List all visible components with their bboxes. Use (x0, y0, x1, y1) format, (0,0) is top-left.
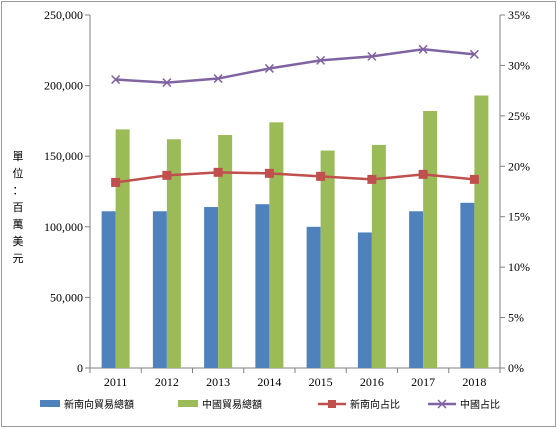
legend-item: 中國貿易總額 (178, 398, 262, 411)
x-tick-label: 2012 (155, 375, 179, 389)
bars (101, 95, 489, 369)
y-right-tick-label: 20% (508, 159, 530, 173)
point-xinnanxiang-share (367, 174, 377, 184)
point-x-stroke (162, 78, 172, 88)
bar-china (218, 135, 233, 368)
y-axis-label-char: 元 (13, 253, 24, 265)
x-tick-label: 2014 (257, 375, 281, 389)
bar-xinnanxiang (152, 211, 167, 368)
x-tick-label: 2017 (411, 375, 435, 389)
x-tick-label: 2011 (104, 375, 128, 389)
point-china-share (469, 49, 479, 59)
line-xinnanxiang-share (115, 171, 475, 184)
bar-china (269, 122, 284, 368)
bar-xinnanxiang (460, 202, 475, 368)
lines (111, 44, 479, 187)
legend-item: 中國占比 (428, 398, 500, 411)
y-left-tick-label: 150,000 (44, 149, 83, 163)
y-axis-label-char: 美 (13, 235, 24, 248)
point-china-share (162, 78, 172, 88)
y-right-tick-label: 35% (508, 8, 530, 22)
point-xinnanxiang-share (264, 168, 274, 178)
point-xinnanxiang-share (316, 171, 326, 181)
bar-china (166, 139, 181, 368)
y-axis-label-char: 百 (13, 202, 24, 214)
x-tick-label: 2018 (462, 375, 486, 389)
y-left-tick-label: 0 (77, 361, 83, 375)
legend-label: 中國貿易總額 (202, 398, 262, 411)
y-axis-label-char: 單 (13, 150, 24, 163)
x-ticks: 2011 2012 2013 2014 2015 2016 2017 2018 (89, 368, 501, 389)
legend-marker (328, 400, 336, 408)
legend-label: 新南向占比 (350, 398, 400, 411)
bar-xinnanxiang (306, 226, 321, 368)
point-x-stroke (418, 44, 428, 54)
y-axis-label-char: 萬 (13, 218, 24, 231)
y-right-tick-label: 0% (508, 361, 524, 375)
point-china-share (111, 75, 121, 85)
point-xinnanxiang-share (469, 174, 479, 184)
point-x-stroke (367, 51, 377, 61)
legend-swatch (40, 400, 60, 407)
bar-xinnanxiang (204, 207, 219, 368)
point-x-stroke (469, 49, 479, 59)
x-tick-label: 2013 (206, 375, 230, 389)
y-right-tick-label: 30% (508, 58, 530, 72)
bar-china (474, 95, 489, 368)
y-left-tick-label: 50,000 (50, 290, 83, 304)
y-left-tick-label: 200,000 (44, 79, 83, 93)
y-left-tick-label: 250,000 (44, 8, 83, 22)
point-xinnanxiang-share (213, 167, 223, 177)
y-right-tick-label: 15% (508, 210, 530, 224)
axes (89, 15, 501, 369)
bar-china (320, 150, 335, 368)
x-tick-label: 2015 (309, 375, 333, 389)
y-right-ticks: 0% 5% 10% 15% 20% 25% 30% 35% (500, 8, 530, 375)
y-left-ticks: 0 50,000 100,000 150,000 200,000 250,000 (44, 8, 90, 375)
y-left-tick-label: 100,000 (44, 220, 83, 234)
point-china-share (418, 44, 428, 54)
legend-label: 新南向貿易總額 (64, 398, 134, 411)
y-right-tick-label: 5% (508, 311, 524, 325)
line-china-share (115, 48, 475, 84)
legend: 新南向貿易總額 中國貿易總額 新南向占比 中國占比 (40, 398, 500, 411)
point-x-stroke (111, 75, 121, 85)
point-xinnanxiang-share (162, 170, 172, 180)
point-china-share (316, 55, 326, 65)
legend-swatch (178, 400, 198, 407)
bar-china (115, 129, 130, 368)
y-right-tick-label: 25% (508, 109, 530, 123)
legend-marker (437, 399, 447, 409)
point-x-stroke (316, 55, 326, 65)
point-china-share (367, 51, 377, 61)
point-xinnanxiang-share (111, 177, 121, 187)
point-china-share (213, 74, 223, 84)
point-xinnanxiang-share (418, 169, 428, 179)
bar-xinnanxiang (409, 211, 424, 368)
bar-china (423, 111, 438, 369)
point-x-stroke (264, 63, 274, 73)
point-china-share (264, 63, 274, 73)
bar-xinnanxiang (357, 232, 372, 368)
y-axis-label-char: ： (13, 185, 24, 197)
point-x-stroke (213, 74, 223, 84)
bar-xinnanxiang (101, 211, 116, 368)
y-right-tick-label: 10% (508, 260, 530, 274)
y-axis-label-char: 位 (13, 166, 24, 180)
x-tick-label: 2016 (360, 375, 384, 389)
bar-china (371, 144, 386, 368)
legend-item: 新南向占比 (318, 398, 400, 411)
bar-xinnanxiang (255, 204, 270, 368)
legend-item: 新南向貿易總額 (40, 398, 134, 411)
legend-label: 中國占比 (460, 398, 500, 411)
